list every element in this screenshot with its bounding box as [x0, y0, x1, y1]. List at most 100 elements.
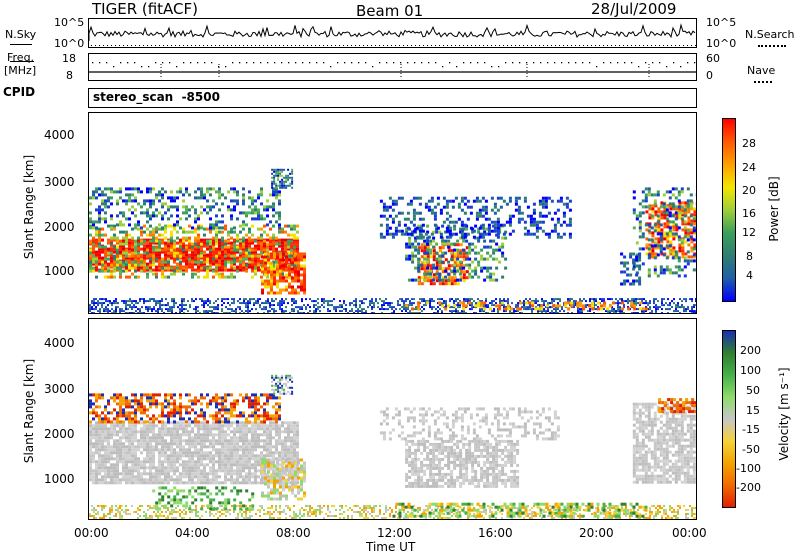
power-top-cell [291, 172, 294, 175]
power-floor-cell [203, 306, 205, 309]
power-band-edge-cell [128, 233, 131, 237]
power-tail-cell [264, 279, 267, 283]
power-upper-cell [137, 202, 140, 206]
power-band-edge-cell [146, 227, 149, 231]
power-band-edge-cell [158, 239, 161, 243]
power-floor-cell [105, 304, 107, 307]
power-band-edge-cell [287, 224, 290, 228]
power-floor-cell [593, 312, 595, 313]
power-band-red-cell [209, 256, 212, 260]
power-mid-blue-cell [568, 199, 572, 203]
power-floor-orange-cell [411, 307, 415, 311]
power-late-cell [684, 231, 688, 235]
power-mid-blue-cell [535, 229, 539, 233]
power-late-edge-cell [677, 211, 681, 215]
power-floor-orange-cell [417, 304, 421, 308]
power-patch-cell [465, 255, 469, 259]
nsearch-dot [267, 45, 268, 46]
power-band-edge-cell [266, 254, 269, 258]
power-tail-cell [282, 276, 285, 280]
power-top-cell [273, 180, 276, 183]
power-tail-cell [267, 261, 270, 265]
power-mid-blue-cell [418, 196, 422, 200]
power-floor-cell [429, 306, 431, 309]
power-patch-cell [459, 255, 463, 259]
power-band-red-cell [182, 259, 185, 263]
power-floor-cell [107, 304, 109, 307]
power-band-edge-cell [155, 248, 158, 252]
power-floor-cell [357, 310, 359, 313]
power-band-edge-cell [173, 269, 176, 273]
power-floor-cell [395, 310, 397, 313]
power-floor-cell [429, 308, 431, 311]
power-upper-cell [248, 190, 251, 194]
power-patch-cell [417, 276, 421, 280]
nsearch-dot [379, 45, 380, 46]
power-tail-cell [264, 252, 267, 256]
power-tail-cell [297, 285, 300, 289]
power-floor-cell [455, 298, 457, 301]
power-band-red-cell [146, 241, 149, 245]
power-floor-cell [139, 306, 141, 309]
power-band-edge-cell [203, 266, 206, 270]
power-band-edge-cell [134, 269, 137, 273]
power-top-cell [291, 178, 294, 181]
power-floor-cell [351, 308, 353, 311]
power-late-low-cell [635, 273, 639, 277]
power-floor-cell [643, 310, 645, 313]
power-upper-cell [254, 217, 257, 221]
power-floor-cell [493, 300, 495, 303]
power-floor-cell [235, 310, 237, 313]
power-mid-blue-cell [424, 205, 428, 209]
power-band-red-cell [212, 262, 215, 266]
power-floor-cell [669, 308, 671, 311]
power-late-edge-cell [653, 193, 657, 197]
power-floor-cell [227, 308, 229, 311]
power-band-red-cell [131, 247, 134, 251]
power-floor-cell [489, 304, 491, 307]
power-mid-blue-cell [487, 223, 491, 227]
power-late-edge-cell [641, 190, 645, 194]
power-floor-cell [225, 312, 227, 313]
power-late-cell [675, 207, 679, 211]
power-band-red-cell [176, 241, 179, 245]
power-upper-cell [95, 190, 98, 194]
power-floor-cell [305, 302, 307, 305]
power-floor-cell [541, 310, 543, 313]
power-floor-cell [571, 300, 573, 303]
power-band-edge-cell [119, 260, 122, 264]
power-upper-cell [200, 190, 203, 194]
power-band-red-cell [242, 268, 245, 272]
power-band-edge-cell [191, 248, 194, 252]
power-floor-cell [291, 300, 293, 303]
power-floor-cell [521, 312, 523, 313]
power-floor-cell [227, 310, 229, 313]
power-late-cell [651, 240, 655, 244]
power-band-red-cell [215, 259, 218, 263]
power-floor-cell [269, 310, 271, 313]
power-upper-cell [176, 196, 179, 200]
power-floor-cell [237, 300, 239, 303]
nsearch-dot [671, 45, 672, 46]
power-upper-cell [242, 202, 245, 206]
power-floor-cell [295, 302, 297, 305]
power-upper-cell [266, 205, 269, 209]
power-floor-cell [193, 300, 195, 303]
power-mid-blue-cell [388, 232, 392, 236]
power-late-edge-cell [635, 271, 639, 275]
power-upper-cell [269, 193, 272, 197]
power-tail-cell [297, 270, 300, 274]
power-top-cell [287, 184, 290, 187]
power-band-edge-cell [128, 275, 131, 279]
power-band-edge-cell [272, 224, 275, 228]
power-patch-edge-cell [501, 275, 505, 279]
power-late-low-cell [623, 270, 627, 274]
power-floor-cell [549, 302, 551, 305]
nave-dot [603, 62, 605, 64]
power-cb-tick-12: 12 [742, 226, 756, 239]
power-mid-blue-cell [484, 217, 488, 221]
power-floor-cell [247, 312, 249, 313]
power-floor-cell [631, 300, 633, 303]
power-floor-orange-cell [444, 307, 448, 311]
power-top-cell [279, 172, 282, 175]
